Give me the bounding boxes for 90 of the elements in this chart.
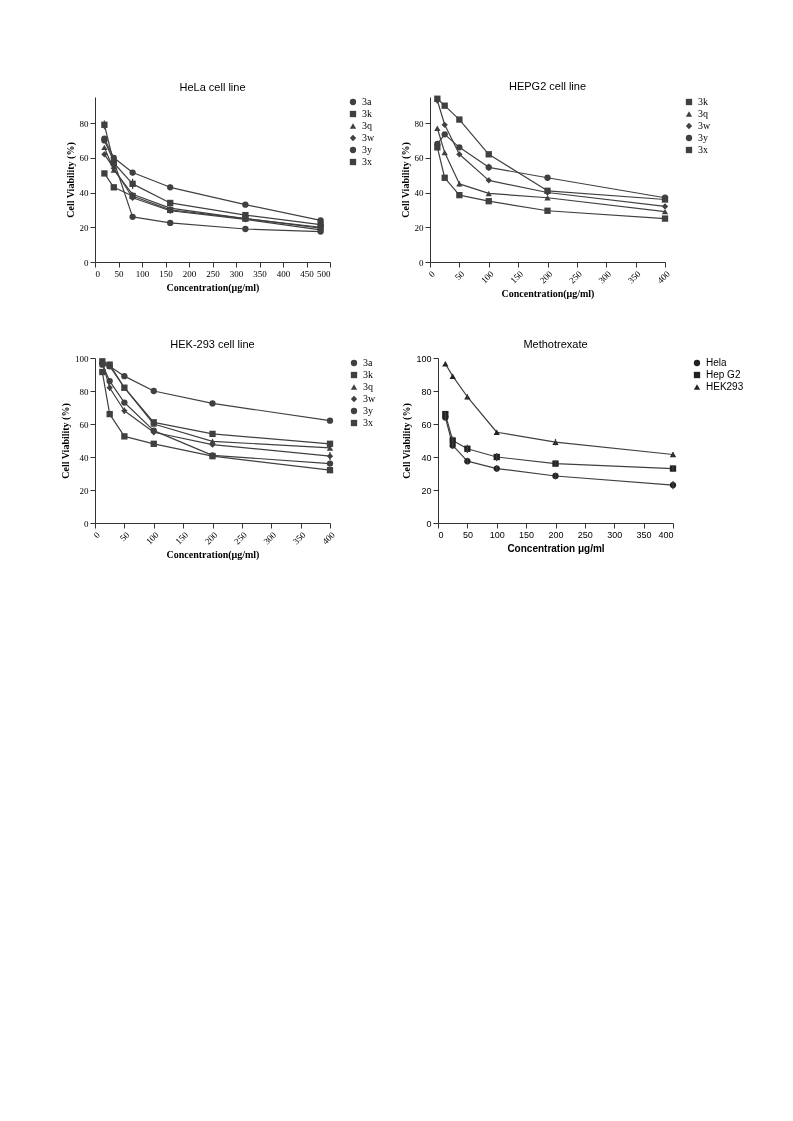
legend-label: 3y — [362, 144, 372, 155]
x-tick-label: 300 — [229, 268, 244, 279]
x-tick-label: 100 — [489, 529, 505, 540]
y-tick-label: 40 — [79, 452, 89, 463]
legend-label: 3w — [698, 120, 711, 131]
x-tick-label: 200 — [202, 529, 220, 547]
y-tick-label: 100 — [416, 353, 432, 364]
x-tick-label: 200 — [182, 268, 197, 279]
x-tick-label: 200 — [537, 268, 555, 286]
y-tick-label: 0 — [84, 518, 89, 529]
x-tick-label: 0 — [95, 268, 101, 279]
y-tick-label: 0 — [419, 257, 424, 268]
y-tick-label: 40 — [421, 452, 432, 463]
legend-label: 3a — [363, 357, 373, 368]
x-axis-title: Concentration(μg/ml) — [501, 288, 595, 301]
x-tick-label: 300 — [596, 268, 614, 286]
legend-label: 3x — [698, 144, 708, 155]
y-tick-label: 20 — [79, 485, 89, 496]
x-tick-label: 400 — [658, 529, 674, 540]
y-tick-label: 80 — [79, 118, 89, 129]
y-tick-label: 0 — [84, 257, 89, 268]
x-tick-label: 350 — [625, 268, 643, 286]
y-tick-label: 40 — [414, 188, 424, 199]
legend-label: 3x — [362, 156, 372, 167]
x-tick-label: 400 — [655, 268, 673, 286]
legend-label: 3w — [363, 393, 376, 404]
x-tick-label: 500 — [317, 268, 331, 279]
x-axis-title: Concentration(μg/ml) — [166, 281, 260, 294]
legend-label: Hela — [706, 357, 727, 368]
legend-label: HEK293 — [706, 381, 744, 392]
y-tick-label: 40 — [79, 188, 89, 199]
x-tick-label: 350 — [290, 529, 308, 547]
chart-title: Methotrexate — [523, 338, 588, 350]
x-tick-label: 200 — [548, 529, 564, 540]
y-tick-label: 100 — [75, 353, 89, 364]
x-tick-label: 400 — [276, 268, 291, 279]
x-axis-title: Concentration(μg/ml) — [166, 549, 260, 562]
x-tick-label: 150 — [519, 529, 535, 540]
x-tick-label: 50 — [114, 268, 124, 279]
y-tick-label: 0 — [426, 518, 432, 529]
legend-label: 3y — [363, 405, 373, 416]
y-tick-label: 60 — [79, 419, 89, 430]
y-tick-label: 60 — [79, 153, 89, 164]
x-tick-label: 150 — [159, 268, 174, 279]
legend-label: 3q — [362, 120, 372, 131]
x-axis-title: Concentration μg/ml — [507, 542, 605, 554]
legend-label: 3a — [362, 96, 372, 107]
y-axis-title: Cell Viability (%) — [401, 403, 414, 479]
x-tick-label: 450 — [300, 268, 315, 279]
x-tick-label: 250 — [567, 268, 585, 286]
y-tick-label: 60 — [414, 153, 424, 164]
y-tick-label: 60 — [421, 419, 432, 430]
x-tick-label: 100 — [135, 268, 150, 279]
x-tick-label: 400 — [320, 529, 338, 547]
x-tick-label: 350 — [636, 529, 652, 540]
legend-label: Hep G2 — [706, 369, 741, 380]
legend-label: 3k — [363, 369, 373, 380]
x-tick-label: 250 — [577, 529, 593, 540]
y-axis-title: Cell Viability (%) — [399, 142, 412, 218]
y-tick-label: 80 — [421, 386, 432, 397]
y-tick-label: 20 — [421, 485, 432, 496]
x-tick-label: 50 — [452, 268, 467, 283]
y-tick-label: 20 — [79, 222, 89, 233]
x-tick-label: 100 — [479, 268, 496, 286]
chart-title: HEK-293 cell line — [170, 338, 255, 350]
legend-label: 3q — [363, 381, 373, 392]
x-tick-label: 0 — [438, 529, 444, 540]
y-tick-label: 80 — [79, 386, 89, 397]
legend-label: 3k — [362, 108, 372, 119]
x-tick-label: 350 — [253, 268, 268, 279]
x-tick-label: 50 — [117, 529, 132, 544]
x-tick-label: 250 — [232, 529, 250, 547]
legend-label: 3q — [698, 108, 708, 119]
legend-label: 3k — [698, 96, 708, 107]
x-tick-label: 300 — [607, 529, 623, 540]
chart-title: HEPG2 cell line — [508, 79, 587, 92]
x-tick-label: 300 — [261, 529, 279, 547]
x-tick-label: 150 — [173, 529, 191, 547]
y-axis-title: Cell Viability (%) — [60, 403, 72, 479]
x-tick-label: 100 — [144, 529, 161, 547]
y-tick-label: 80 — [414, 118, 424, 129]
x-tick-label: 150 — [508, 268, 526, 286]
x-tick-label: 250 — [206, 268, 221, 279]
legend-label: 3y — [698, 132, 708, 143]
legend-label: 3x — [363, 417, 373, 428]
y-tick-label: 20 — [414, 222, 424, 233]
x-tick-label: 50 — [462, 529, 473, 540]
y-axis-title: Cell Viability (%) — [64, 142, 77, 218]
chart-title: HeLa cell line — [179, 81, 246, 93]
legend-label: 3w — [362, 132, 375, 143]
